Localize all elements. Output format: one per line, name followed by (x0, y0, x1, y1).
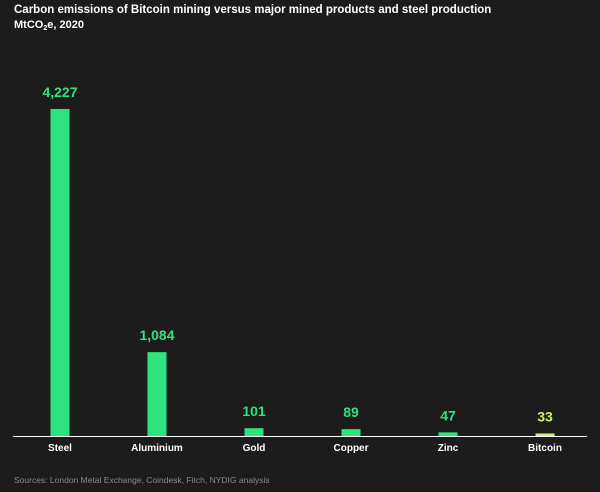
subtitle-prefix: MtCO (14, 19, 44, 31)
value-label-steel: 4,227 (42, 84, 77, 100)
value-label-gold: 101 (242, 403, 266, 419)
value-label-aluminium: 1,084 (139, 327, 174, 343)
category-label-bitcoin: Bitcoin (528, 443, 562, 454)
category-label-aluminium: Aluminium (131, 443, 183, 454)
category-label-steel: Steel (48, 443, 72, 454)
value-label-zinc: 47 (440, 407, 456, 423)
bar-bitcoin (535, 433, 555, 436)
category-label-copper: Copper (334, 443, 369, 454)
subtitle-suffix: e, 2020 (47, 19, 84, 31)
category-labels-group: Steel Aluminium Gold Copper Zinc Bitcoin (48, 443, 562, 454)
bar-aluminium (147, 352, 167, 436)
bar-copper (341, 429, 361, 436)
bar-zinc (438, 432, 458, 436)
category-label-gold: Gold (243, 443, 266, 454)
value-labels-group: 4,227 1,084 101 89 47 33 (42, 84, 553, 424)
chart-subtitle: MtCO2e, 2020 (14, 19, 84, 32)
value-label-bitcoin: 33 (537, 408, 553, 424)
bar-gold (244, 428, 264, 436)
bars-group (50, 109, 555, 436)
value-label-copper: 89 (343, 404, 359, 420)
category-label-zinc: Zinc (438, 443, 459, 454)
source-note: Sources: London Metal Exchange, Coindesk… (14, 475, 270, 485)
bar-steel (50, 109, 70, 436)
chart-title: Carbon emissions of Bitcoin mining versu… (14, 4, 492, 16)
subtitle-subscript: 2 (43, 25, 48, 32)
